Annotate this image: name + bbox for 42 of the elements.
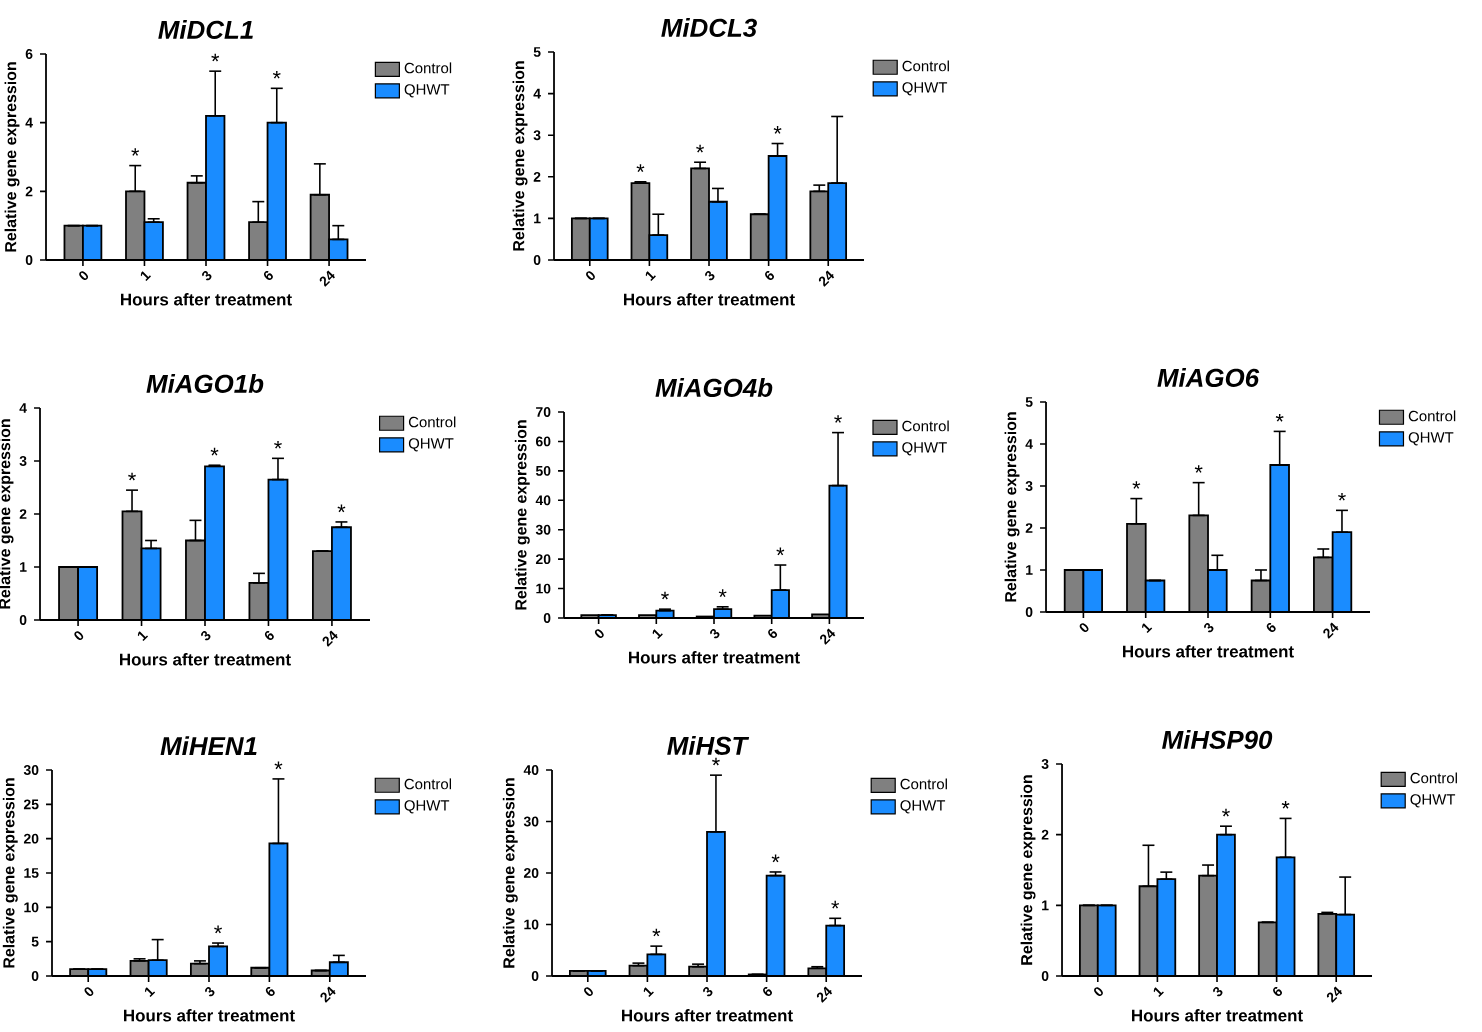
annotation: * bbox=[337, 504, 346, 513]
annotation: * bbox=[274, 440, 282, 449]
chart-title: MiHEN1 bbox=[160, 736, 257, 755]
annotation: * bbox=[1132, 481, 1141, 489]
chart-title: MiHST bbox=[667, 735, 750, 755]
annotation: * bbox=[1222, 808, 1230, 817]
x-axis-title: Hours after treatment bbox=[1123, 645, 1294, 658]
annotation: * bbox=[128, 472, 136, 481]
annotation: * bbox=[1338, 492, 1346, 501]
annotation: * bbox=[1194, 465, 1203, 473]
annotation: * bbox=[274, 761, 283, 770]
annotation: * bbox=[272, 70, 281, 79]
annotation: * bbox=[211, 53, 220, 62]
annotation: * bbox=[1281, 800, 1290, 809]
chart-title: MiDCL1 bbox=[158, 19, 253, 39]
annotation: * bbox=[661, 591, 669, 600]
x-axis-title: Hours after treatment bbox=[120, 653, 291, 666]
x-axis-title: Hours after treatment bbox=[624, 293, 795, 306]
x-axis-title: Hours after treatment bbox=[622, 1009, 793, 1022]
annotation: * bbox=[214, 925, 222, 934]
chart-title: MiHSP90 bbox=[1162, 729, 1273, 749]
annotation: * bbox=[771, 854, 780, 863]
annotation: * bbox=[210, 447, 219, 456]
annotation: * bbox=[834, 415, 842, 423]
annotation: * bbox=[1275, 413, 1284, 422]
chart-title: MiAGO4b bbox=[655, 377, 773, 397]
annotation: * bbox=[131, 148, 140, 156]
chart-title: MiAGO1b bbox=[146, 373, 264, 393]
annotation: * bbox=[718, 589, 727, 598]
x-axis-title: Hours after treatment bbox=[121, 293, 292, 306]
annotation: * bbox=[696, 144, 704, 153]
annotation: * bbox=[831, 900, 840, 909]
x-axis-title: Hours after treatment bbox=[629, 651, 800, 664]
annotation: * bbox=[712, 757, 720, 766]
annotation: * bbox=[636, 164, 645, 173]
annotation: * bbox=[652, 928, 661, 937]
annotation: * bbox=[776, 547, 785, 556]
chart-title: MiDCL3 bbox=[661, 17, 757, 37]
x-axis-title: Hours after treatment bbox=[1132, 1009, 1303, 1022]
annotation: * bbox=[773, 126, 782, 134]
x-axis-title: Hours after treatment bbox=[124, 1009, 295, 1022]
chart-title: MiAGO6 bbox=[1157, 367, 1260, 387]
